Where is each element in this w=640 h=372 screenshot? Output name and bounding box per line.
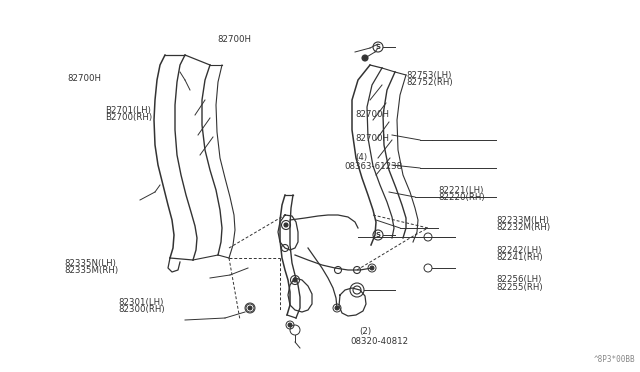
Circle shape: [284, 223, 288, 227]
Text: 82221(LH): 82221(LH): [438, 186, 484, 195]
Text: 82335M(RH): 82335M(RH): [64, 266, 118, 275]
Text: 82220(RH): 82220(RH): [438, 193, 485, 202]
Circle shape: [370, 266, 374, 270]
Circle shape: [362, 55, 367, 61]
Text: 08363-61238: 08363-61238: [344, 162, 403, 171]
Text: B2700(RH): B2700(RH): [106, 113, 153, 122]
Text: 82301(LH): 82301(LH): [118, 298, 164, 307]
Text: 82300(RH): 82300(RH): [118, 305, 165, 314]
Text: 82241(RH): 82241(RH): [496, 253, 543, 262]
Text: 82700H: 82700H: [355, 134, 389, 143]
Text: ^8P3*00BB: ^8P3*00BB: [593, 355, 635, 364]
Text: 82232M(RH): 82232M(RH): [496, 223, 550, 232]
Text: 82752(RH): 82752(RH): [406, 78, 453, 87]
Text: 82335N(LH): 82335N(LH): [64, 259, 116, 267]
Text: 82753(LH): 82753(LH): [406, 71, 452, 80]
Text: 82233M(LH): 82233M(LH): [496, 216, 549, 225]
Text: 82700H: 82700H: [67, 74, 101, 83]
Text: 82700H: 82700H: [355, 110, 389, 119]
Circle shape: [293, 278, 297, 282]
Circle shape: [335, 306, 339, 310]
Text: 82242(LH): 82242(LH): [496, 246, 541, 254]
Text: 82255(RH): 82255(RH): [496, 283, 543, 292]
Text: (2): (2): [360, 327, 372, 336]
Text: 82256(LH): 82256(LH): [496, 275, 541, 284]
Text: 82700H: 82700H: [218, 35, 252, 44]
Text: B2701(LH): B2701(LH): [106, 106, 152, 115]
Circle shape: [288, 323, 292, 327]
Text: S: S: [376, 232, 381, 238]
Circle shape: [248, 306, 252, 310]
Text: S: S: [376, 44, 381, 50]
Text: 08320-40812: 08320-40812: [351, 337, 409, 346]
Text: (4): (4): [355, 153, 367, 162]
